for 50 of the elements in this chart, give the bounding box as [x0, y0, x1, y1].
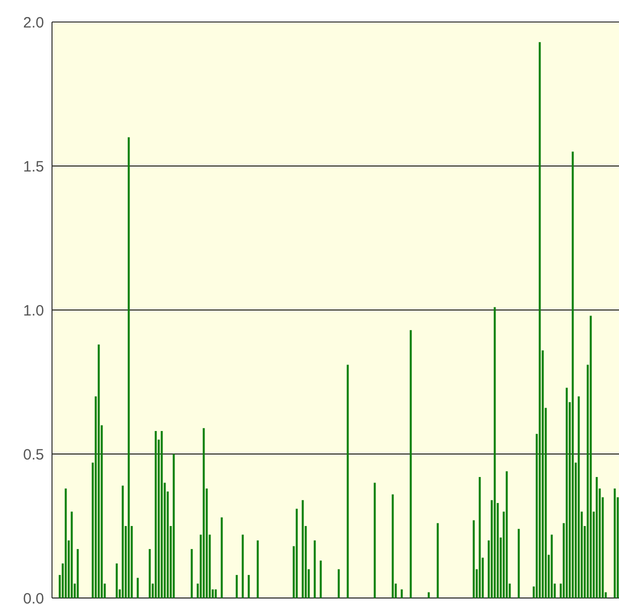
bar	[392, 494, 394, 598]
y-tick-label: 2.0	[23, 14, 44, 32]
bar	[148, 549, 151, 598]
bar	[76, 549, 79, 598]
bar	[236, 574, 238, 598]
bar	[346, 364, 349, 598]
bar	[172, 454, 175, 598]
bar	[436, 523, 439, 598]
bar	[248, 574, 250, 598]
bar	[590, 316, 592, 598]
bar	[566, 388, 568, 598]
bar	[478, 477, 481, 598]
bar	[202, 428, 205, 598]
bar	[538, 42, 541, 598]
bar	[578, 396, 580, 598]
bar	[338, 569, 340, 598]
y-tick-label: 0.5	[23, 446, 44, 464]
bar	[518, 528, 520, 598]
bar	[154, 430, 157, 598]
bar	[136, 578, 139, 598]
bar	[122, 486, 124, 598]
y-tick-label: 0.0	[23, 590, 44, 605]
bar	[116, 563, 118, 598]
y-tick-label: 1.5	[23, 158, 44, 176]
bar	[494, 307, 496, 598]
bar	[320, 560, 322, 598]
bar	[214, 589, 217, 598]
bar	[550, 534, 553, 598]
bar	[160, 430, 163, 598]
bar	[572, 152, 574, 598]
bar	[506, 471, 508, 598]
bar	[64, 488, 67, 598]
bar	[314, 540, 316, 598]
bar	[374, 482, 376, 598]
y-tick-label: 1.0	[23, 302, 44, 320]
bar	[296, 508, 298, 598]
bar	[220, 517, 223, 598]
bar	[410, 330, 412, 598]
bar	[400, 589, 403, 598]
bar	[472, 520, 475, 598]
bar	[614, 488, 616, 598]
bar	[242, 534, 244, 598]
bar	[428, 592, 430, 598]
bar	[70, 512, 73, 598]
bar	[98, 344, 100, 598]
bar	[596, 477, 598, 598]
bar	[128, 137, 130, 598]
bar	[256, 540, 259, 598]
bar	[302, 500, 304, 598]
bar	[190, 549, 193, 598]
